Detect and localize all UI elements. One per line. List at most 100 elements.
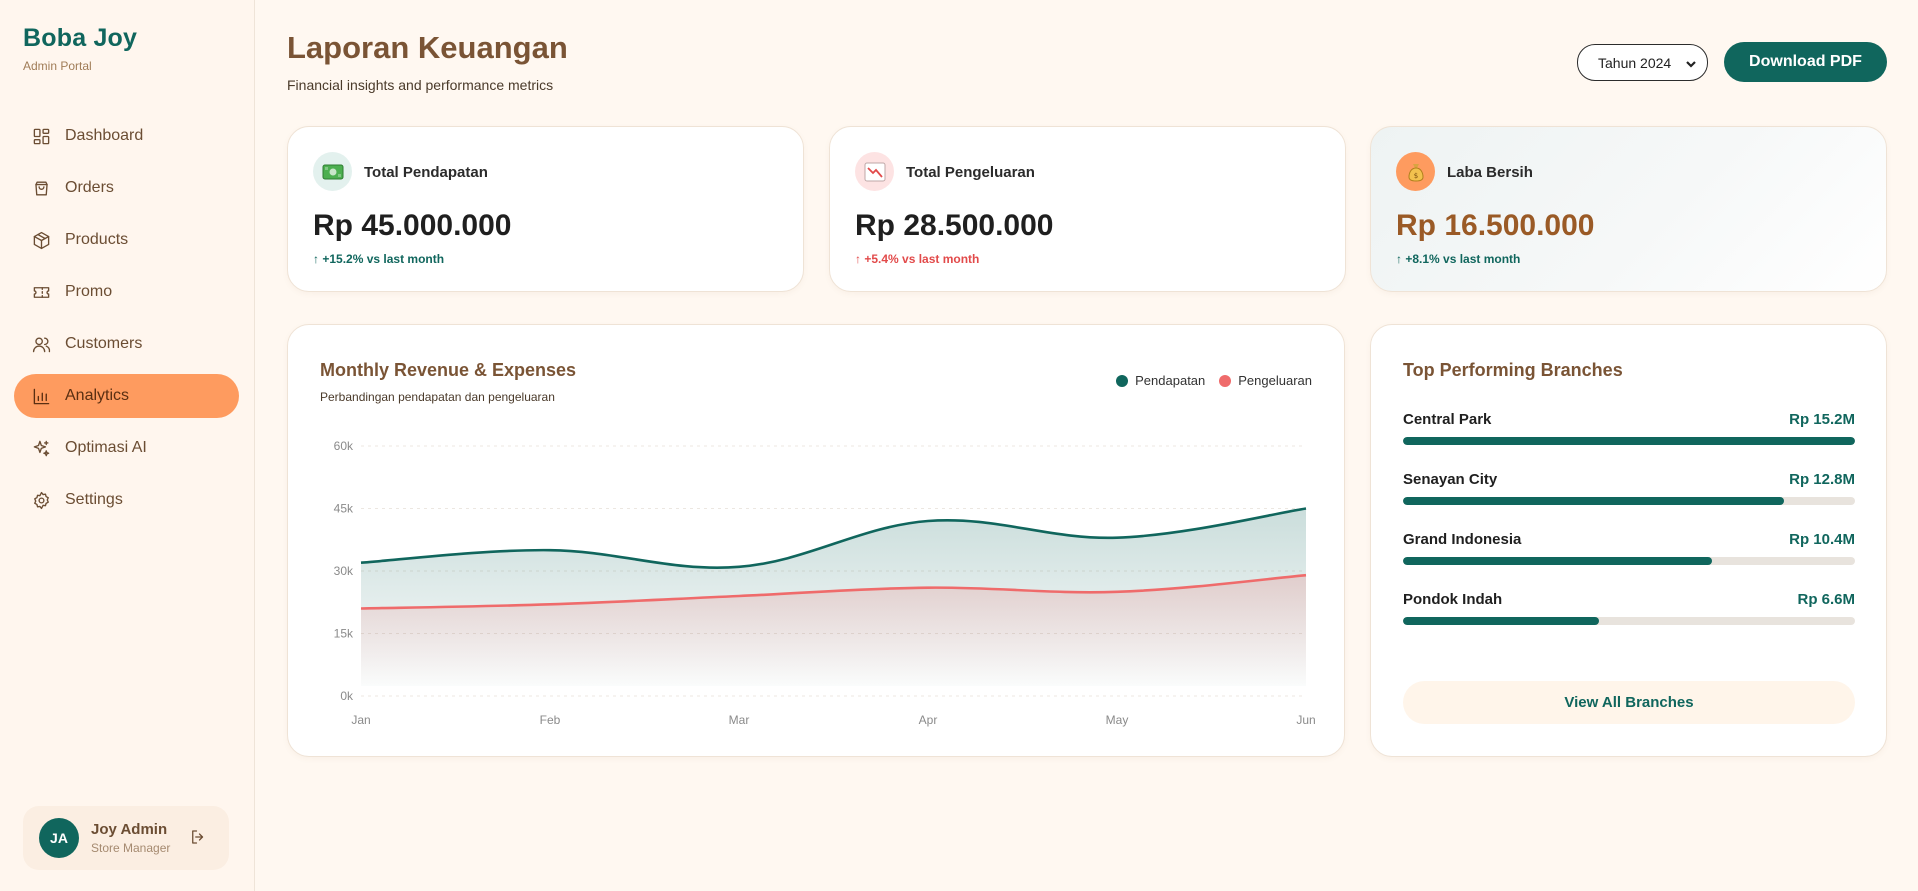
branch-value: Rp 6.6M [1797,591,1855,608]
stat-label: Total Pendapatan [364,164,488,181]
sidebar-item-promo[interactable]: Promo [14,270,239,314]
branch-value: Rp 12.8M [1789,471,1855,488]
legend-item-pendapatan: Pendapatan [1116,373,1205,388]
legend-item-pengeluaran: Pengeluaran [1219,373,1312,388]
branch-value: Rp 10.4M [1789,531,1855,548]
legend-swatch [1219,374,1232,387]
stat-value: Rp 45.000.000 [313,209,512,242]
chevron-down-icon [1685,57,1697,69]
series-line-pengeluaran [360,573,1307,610]
branch-list: Central Park Rp 15.2M Senayan City Rp 12… [1403,411,1855,651]
stat-card-pendapatan: Total Pendapatan Rp 45.000.000 ↑ +15.2% … [287,126,804,292]
branch-bar-track [1403,497,1855,505]
branch-bar-track [1403,437,1855,445]
y-tick-label: 15k [334,627,354,641]
x-tick-label: Mar [729,713,750,727]
user-name: Joy Admin [91,821,168,838]
chart-title: Monthly Revenue & Expenses [320,360,577,380]
sidebar-item-products[interactable]: Products [14,218,239,262]
stat-change: ↑ +15.2% vs last month [313,252,445,266]
sidebar-item-label: Analytics [65,387,130,404]
sidebar-item-label: Customers [65,335,143,352]
shopping-bag-icon [31,178,51,198]
list-item: Central Park Rp 15.2M [1403,411,1855,471]
stat-change: ↑ +5.4% vs last month [855,252,980,266]
legend-label: Pendapatan [1135,373,1206,388]
y-tick-label: 30k [334,564,354,578]
page-title: Laporan Keuangan [287,30,568,65]
branch-bar-fill [1403,557,1713,565]
sidebar-item-customers[interactable]: Customers [14,322,239,366]
stat-change: ↑ +8.1% vs last month [1396,252,1521,266]
x-tick-label: Jan [351,713,370,727]
sidebar-item-label: Promo [65,283,113,300]
money-bag-icon: $ [1396,152,1435,191]
x-tick-label: Jun [1296,713,1315,727]
branch-bar-fill [1403,617,1600,625]
branch-name: Central Park [1403,411,1492,428]
branch-bar-track [1403,557,1855,565]
page-subtitle: Financial insights and performance metri… [287,77,554,93]
branch-name: Grand Indonesia [1403,531,1522,548]
x-tick-label: Feb [540,713,561,727]
user-info: Joy Admin Store Manager [91,821,170,855]
sidebar-item-analytics[interactable]: Analytics [14,374,239,418]
sidebar: Boba Joy Admin Portal Dashboard Orders P… [0,0,255,891]
branch-bar-fill [1403,437,1855,445]
branch-bar-fill [1403,497,1784,505]
sidebar-item-dashboard[interactable]: Dashboard [14,114,239,158]
brand: Boba Joy Admin Portal [23,24,137,73]
gear-icon [31,490,51,510]
svg-text:$: $ [1413,172,1417,180]
sidebar-item-label: Orders [65,179,114,196]
avatar: JA [39,818,79,858]
box-icon [31,230,51,250]
year-select-value: Tahun 2024 [1598,54,1672,71]
sidebar-item-settings[interactable]: Settings [14,478,239,522]
year-select[interactable]: Tahun 2024 [1577,44,1708,81]
revenue-expenses-chart-card: Monthly Revenue & Expenses Perbandingan … [287,324,1345,757]
branch-name: Pondok Indah [1403,591,1503,608]
sparkles-icon [31,438,51,458]
y-tick-label: 0k [340,689,354,703]
stat-card-pengeluaran: Total Pengeluaran Rp 28.500.000 ↑ +5.4% … [829,126,1346,292]
sidebar-item-label: Products [65,231,129,248]
ticket-icon [31,282,51,302]
brand-subtitle: Admin Portal [23,59,92,73]
download-pdf-button[interactable]: Download PDF [1724,42,1887,82]
chart-legend: Pendapatan Pengeluaran [1102,373,1312,388]
sidebar-item-label: Settings [65,491,123,508]
sidebar-item-optimasi-ai[interactable]: Optimasi AI [14,426,239,470]
money-icon [313,152,352,191]
logout-icon[interactable] [189,828,207,846]
x-tick-label: Apr [919,713,938,727]
list-item: Senayan City Rp 12.8M [1403,471,1855,531]
list-item: Pondok Indah Rp 6.6M [1403,591,1855,651]
sidebar-item-label: Optimasi AI [65,439,147,456]
y-tick-label: 60k [334,439,354,453]
sidebar-item-orders[interactable]: Orders [14,166,239,210]
y-tick-label: 45k [334,502,354,516]
stat-card-laba: $ Laba Bersih Rp 16.500.000 ↑ +8.1% vs l… [1370,126,1887,292]
list-item: Grand Indonesia Rp 10.4M [1403,531,1855,591]
stat-label: Total Pengeluaran [906,164,1035,181]
user-role: Store Manager [91,841,171,855]
series-line-pendapatan [360,507,1307,569]
chart-subtitle: Perbandingan pendapatan dan pengeluaran [320,390,555,404]
users-icon [31,334,51,354]
stat-label: Laba Bersih [1447,164,1533,181]
view-all-branches-button[interactable]: View All Branches [1403,681,1855,724]
chart-down-icon [855,152,894,191]
branch-value: Rp 15.2M [1789,411,1855,428]
sidebar-nav: Dashboard Orders Products Promo Customer… [14,114,239,530]
x-tick-label: May [1106,713,1129,727]
sidebar-item-label: Dashboard [65,127,144,144]
area-chart: 0k 15k 30k 45k 60k Jan Feb Mar Apr May Jun [334,439,1316,727]
legend-label: Pengeluaran [1238,373,1312,388]
branch-bar-track [1403,617,1855,625]
user-card: JA Joy Admin Store Manager [23,806,229,870]
legend-swatch [1116,374,1129,387]
branches-title: Top Performing Branches [1403,360,1623,380]
top-branches-card: Top Performing Branches Central Park Rp … [1370,324,1887,757]
stat-value: Rp 16.500.000 [1396,209,1595,242]
